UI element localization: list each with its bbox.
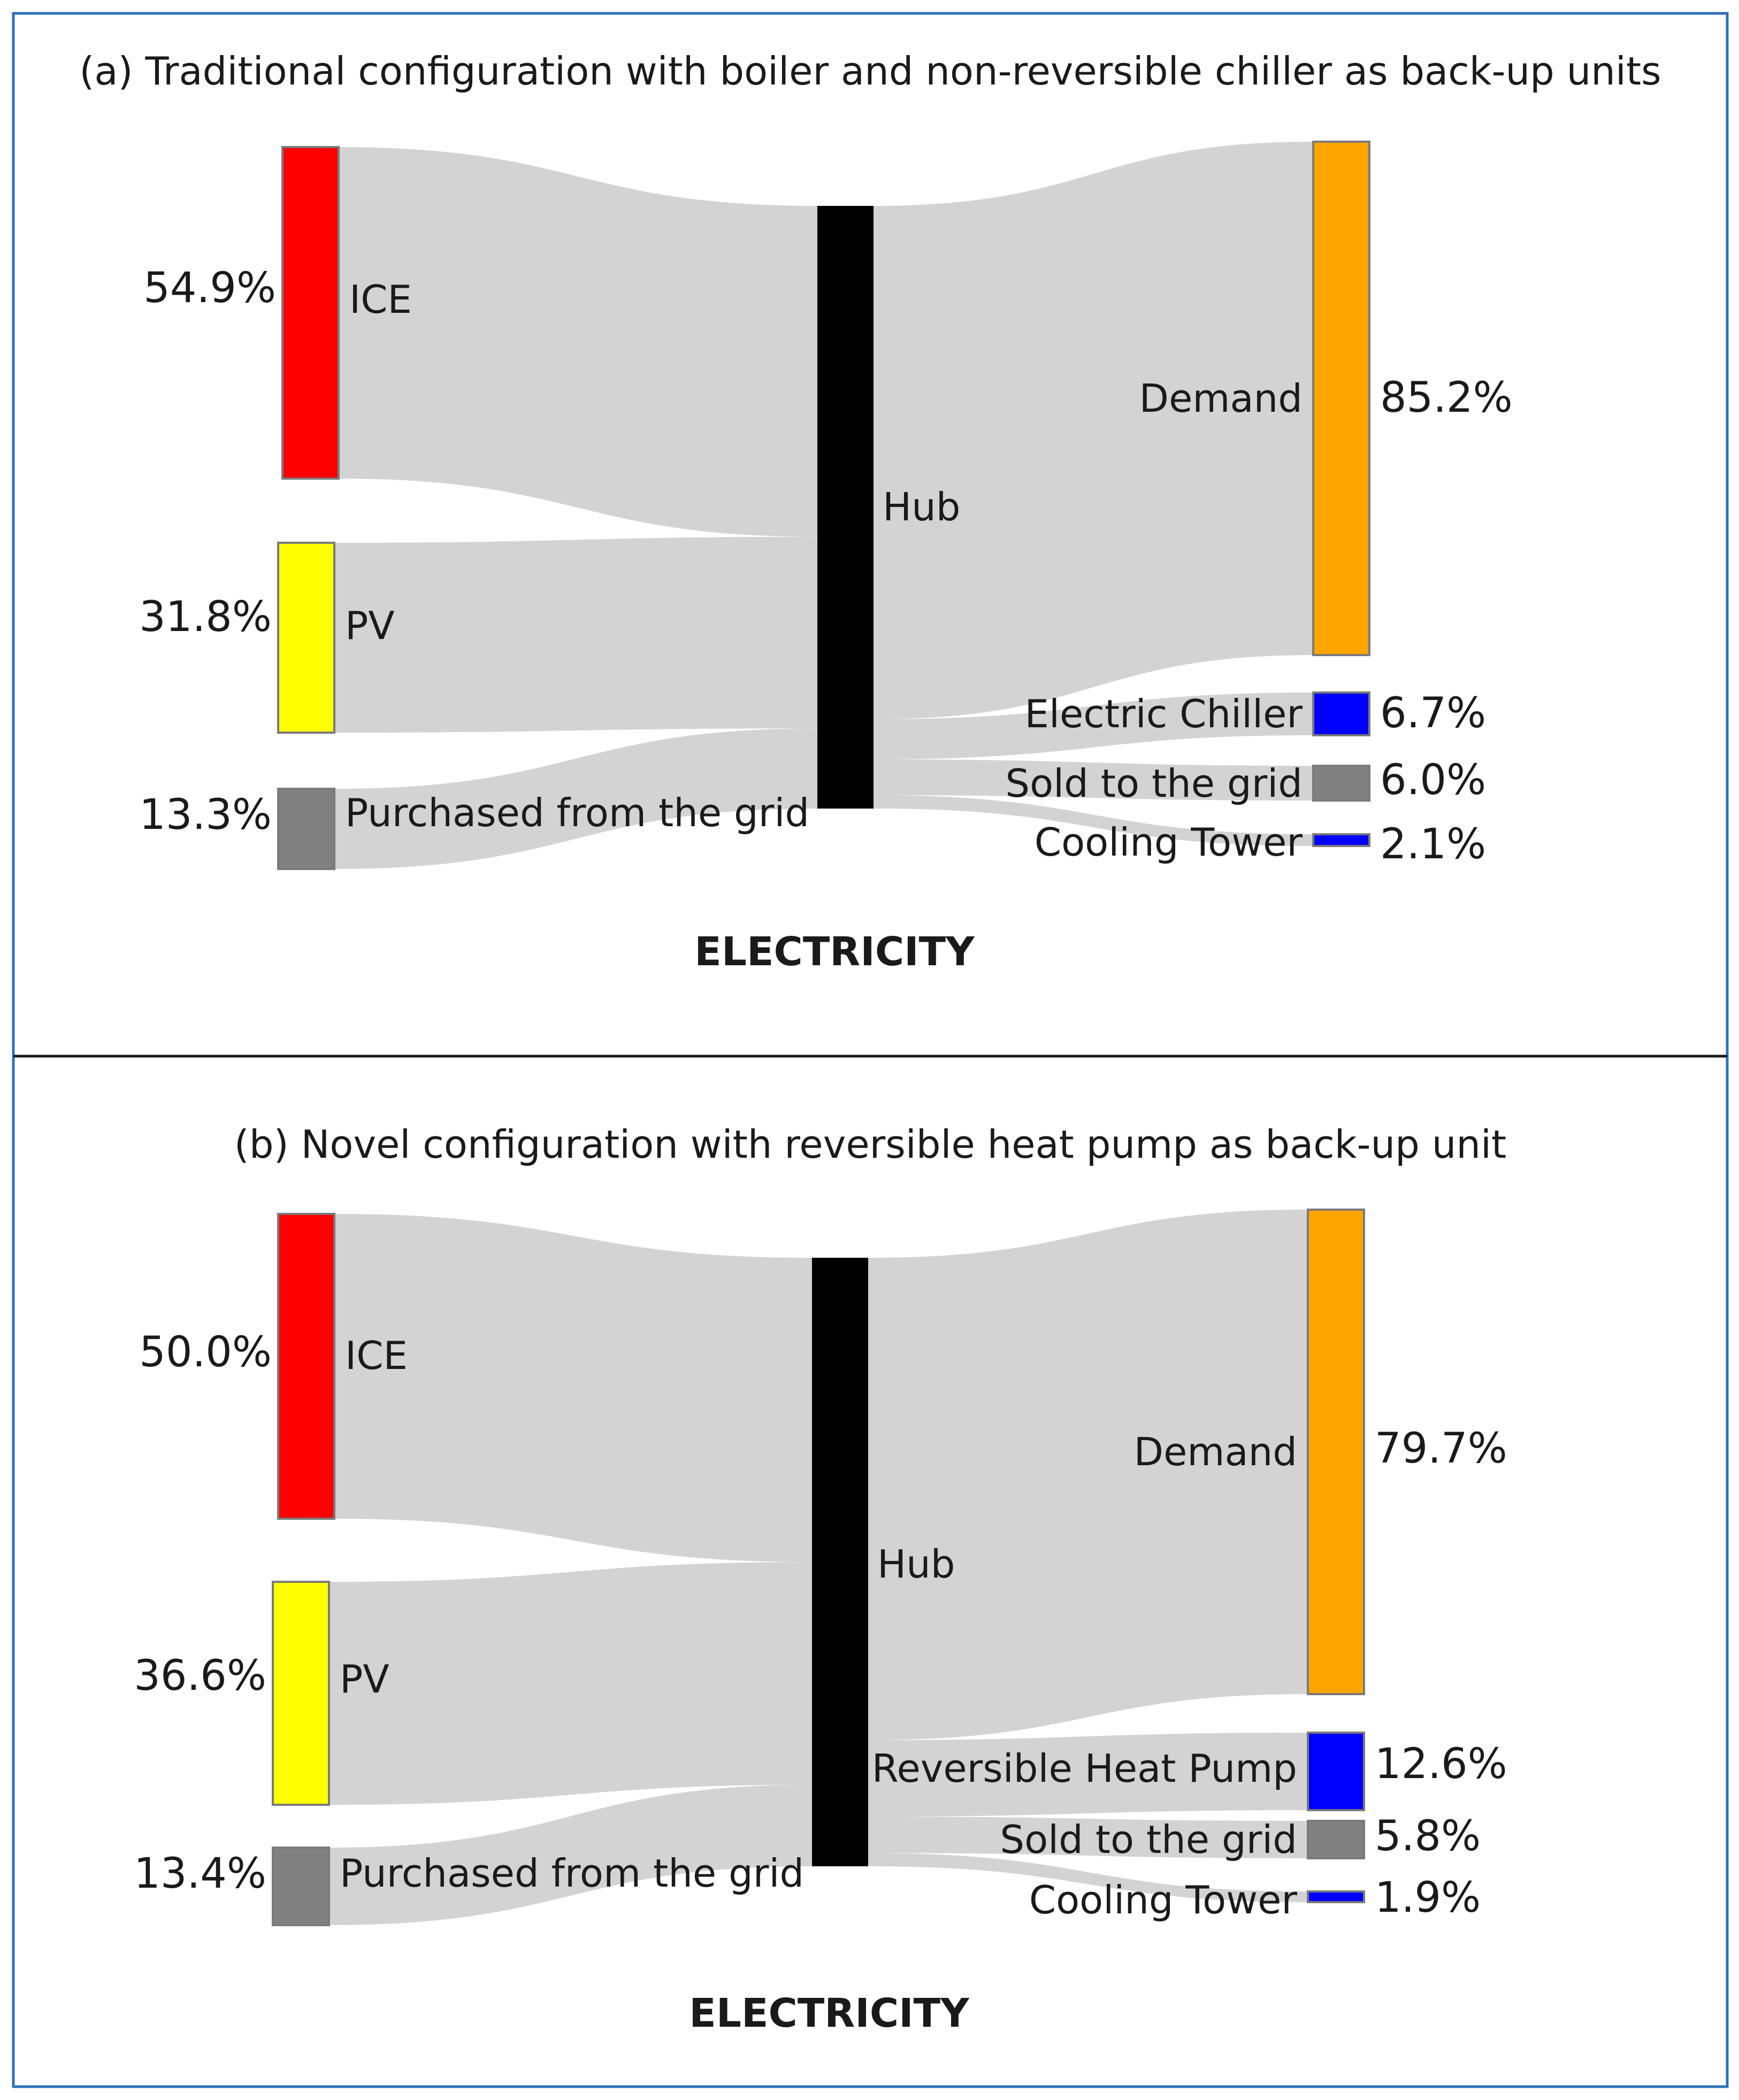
panel-footer: ELECTRICITY [694,929,975,975]
sink-node-cooling-tower [1307,1890,1365,1903]
hub-node [817,206,874,809]
flow-purchased-from-the-grid-to-hub [334,728,817,869]
flows [334,142,1313,869]
hub-label: Hub [877,1542,955,1587]
panel-b: (b) Novel configuration with reversible … [134,1122,1507,2036]
source-node-purchased-from-the-grid [277,788,335,870]
source-value-pv: 31.8% [139,593,272,641]
source-label-ice: ICE [345,1333,408,1378]
sink-value-electric-chiller: 6.7% [1380,689,1486,737]
sink-node-demand [1307,1209,1365,1695]
sink-value-sold-to-the-grid: 6.0% [1380,756,1486,804]
sink-node-reversible-heat-pump [1307,1732,1365,1811]
source-node-purchased-from-the-grid [272,1847,330,1926]
sink-value-cooling-tower: 2.1% [1380,820,1486,868]
source-node-pv [272,1581,330,1806]
source-node-pv [277,542,335,734]
flow-hub-to-sold-to-the-grid [874,759,1313,801]
flow-hub-to-demand [868,1210,1308,1740]
sink-value-cooling-tower: 1.9% [1375,1874,1481,1922]
panel-footer: ELECTRICITY [689,1990,970,2036]
source-node-ice [281,146,340,480]
flow-pv-to-hub [334,536,817,733]
sink-node-sold-to-the-grid [1307,1820,1365,1859]
source-value-ice: 50.0% [139,1328,272,1376]
sink-node-cooling-tower [1312,833,1370,847]
source-label-pv: PV [340,1657,389,1702]
sink-label-demand: Demand [1139,376,1303,421]
flow-ice-to-hub [339,147,817,537]
nodes: ICE 54.9% PV 31.8% Purchased from the grid 13… [139,141,1513,870]
source-label-ice: ICE [349,277,412,322]
flow-hub-to-cooling-tower [874,795,1313,846]
flow-hub-to-reversible-heat-pump [868,1733,1308,1817]
sink-node-sold-to-the-grid [1312,765,1370,802]
sink-value-demand: 79.7% [1375,1425,1507,1473]
sink-value-sold-to-the-grid: 5.8% [1375,1812,1481,1860]
sink-label-electric-chiller: Electric Chiller [1024,691,1303,736]
source-label-purchased-from-the-grid: Purchased from the grid [340,1851,804,1896]
hub-label: Hub [883,484,960,529]
sink-label-reversible-heat-pump: Reversible Heat Pump [872,1746,1297,1791]
sink-label-cooling-tower: Cooling Tower [1029,1878,1298,1922]
nodes: ICE 50.0% PV 36.6% Purchased from the grid 13… [134,1209,1507,1926]
sink-label-demand: Demand [1134,1429,1297,1474]
source-node-ice [277,1213,335,1520]
source-label-pv: PV [345,603,395,648]
hub-node [812,1258,868,1866]
flow-hub-to-demand [874,142,1313,719]
sink-label-cooling-tower: Cooling Tower [1035,820,1303,865]
sink-value-reversible-heat-pump: 12.6% [1375,1740,1507,1788]
flows [329,1210,1308,1925]
panel-title: (b) Novel configuration with reversible … [234,1122,1506,1167]
source-value-purchased-from-the-grid: 13.4% [134,1850,266,1898]
sink-label-sold-to-the-grid: Sold to the grid [1000,1817,1297,1862]
flow-hub-to-cooling-tower [868,1853,1308,1902]
figure-border [12,12,1729,2088]
flow-hub-to-electric-chiller [874,693,1313,759]
flow-pv-to-hub [329,1562,812,1805]
flow-ice-to-hub [334,1214,812,1562]
sink-label-sold-to-the-grid: Sold to the grid [1005,761,1303,806]
panel-a: (a) Traditional configuration with boile… [79,49,1661,975]
source-label-purchased-from-the-grid: Purchased from the grid [345,790,809,835]
flow-purchased-from-the-grid-to-hub [329,1784,812,1925]
source-value-purchased-from-the-grid: 13.3% [139,791,272,839]
sink-node-demand [1312,141,1370,656]
sink-value-demand: 85.2% [1380,374,1513,422]
sink-node-electric-chiller [1312,691,1370,736]
panel-title: (a) Traditional configuration with boile… [79,49,1661,94]
source-value-ice: 54.9% [143,264,276,312]
source-value-pv: 36.6% [134,1652,266,1700]
flow-hub-to-sold-to-the-grid [868,1817,1308,1858]
